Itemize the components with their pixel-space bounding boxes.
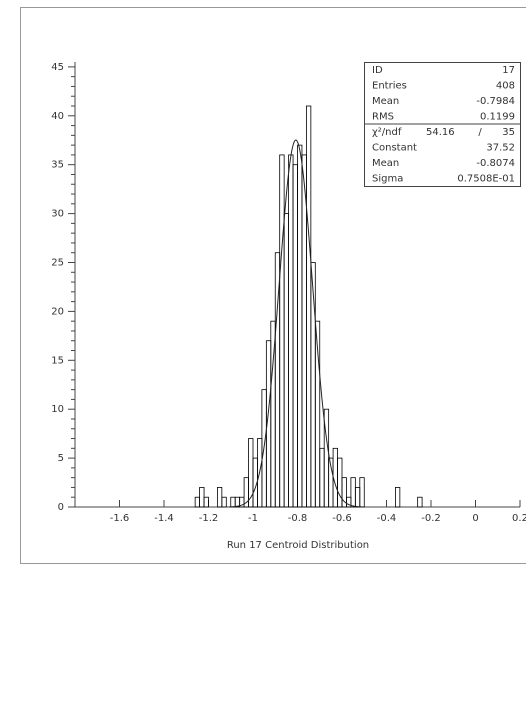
stats-label: Constant <box>372 143 417 154</box>
bar <box>280 155 284 507</box>
bar <box>360 478 364 507</box>
y-tick-label: 5 <box>58 453 64 464</box>
x-tick-label: -1.6 <box>110 513 130 524</box>
x-tick-label: -0.6 <box>332 513 352 524</box>
x-tick-label: 0.2 <box>512 513 526 524</box>
y-tick-label: 10 <box>51 404 64 415</box>
bar <box>231 497 235 507</box>
stats-value: 54.16 <box>426 127 455 138</box>
y-tick-label: 25 <box>51 257 64 268</box>
bar <box>200 487 204 507</box>
stats-value: 0.7508E-01 <box>457 174 515 185</box>
stats-value: 408 <box>496 81 515 92</box>
y-tick-label: 30 <box>51 209 64 220</box>
stats-label: Entries <box>372 81 407 92</box>
bar <box>217 487 221 507</box>
bar <box>222 497 226 507</box>
stats-value: 0.1199 <box>480 112 515 123</box>
bar <box>195 497 199 507</box>
x-tick-label: -0.4 <box>377 513 397 524</box>
stats-value: -0.8074 <box>476 158 515 169</box>
bar <box>338 458 342 507</box>
bar <box>293 165 297 507</box>
stats-label: RMS <box>372 112 394 123</box>
bar <box>351 478 355 507</box>
stats-label: Mean <box>372 96 399 107</box>
bar <box>355 487 359 507</box>
bar <box>298 145 302 507</box>
stats-value: -0.7984 <box>476 96 515 107</box>
y-tick-label: 40 <box>51 111 64 122</box>
y-tick-label: 20 <box>51 306 64 317</box>
bar <box>302 155 306 507</box>
bar <box>284 214 288 507</box>
stats-value: 37.52 <box>486 143 515 154</box>
fit-curve <box>229 140 363 507</box>
stats-label: Sigma <box>372 174 403 185</box>
x-tick-label: 0 <box>472 513 478 524</box>
stats-label: χ²/ndf <box>372 127 402 138</box>
y-tick-label: 0 <box>58 502 64 513</box>
stats-label: ID <box>372 65 383 76</box>
bar <box>289 155 293 507</box>
x-tick-label: -0.2 <box>421 513 441 524</box>
stats-value: 17 <box>502 65 515 76</box>
bar <box>311 262 315 507</box>
bar <box>395 487 399 507</box>
x-tick-label: -1.4 <box>154 513 174 524</box>
bar <box>320 448 324 507</box>
x-tick-label: -1.2 <box>199 513 219 524</box>
x-tick-label: -1 <box>248 513 258 524</box>
y-tick-label: 15 <box>51 355 64 366</box>
bar <box>418 497 422 507</box>
bar <box>306 106 310 507</box>
x-tick-label: -0.8 <box>288 513 308 524</box>
y-tick-label: 45 <box>51 62 64 73</box>
x-axis-label: Run 17 Centroid Distribution <box>227 540 369 551</box>
bar <box>204 497 208 507</box>
stats-value: 35 <box>502 127 515 138</box>
y-tick-label: 35 <box>51 160 64 171</box>
stats-label: Mean <box>372 158 399 169</box>
